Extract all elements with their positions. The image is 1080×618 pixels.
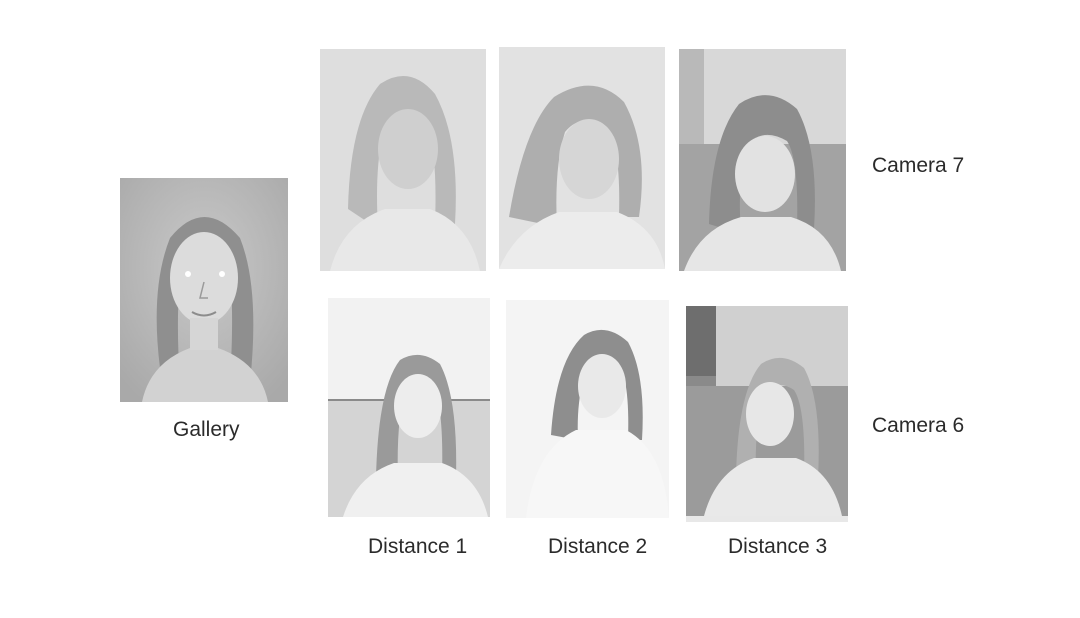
distance3-label: Distance 3 (728, 535, 828, 558)
camera6-distance1-face-photo (328, 298, 490, 517)
distance2-label: Distance 2 (548, 535, 648, 558)
camera6-label: Camera 6 (872, 414, 965, 437)
distance1-label: Distance 1 (368, 535, 468, 558)
gallery-label: Gallery (173, 418, 240, 441)
camera6-distance3-face-photo (686, 306, 848, 522)
gallery-face-photo (120, 178, 288, 402)
camera7-distance1-face-photo (320, 49, 486, 271)
camera7-distance2-face-photo (499, 47, 665, 269)
camera7-distance3-face-photo (679, 49, 846, 271)
camera6-distance2-face-photo (506, 300, 669, 518)
camera7-label: Camera 7 (872, 154, 965, 177)
